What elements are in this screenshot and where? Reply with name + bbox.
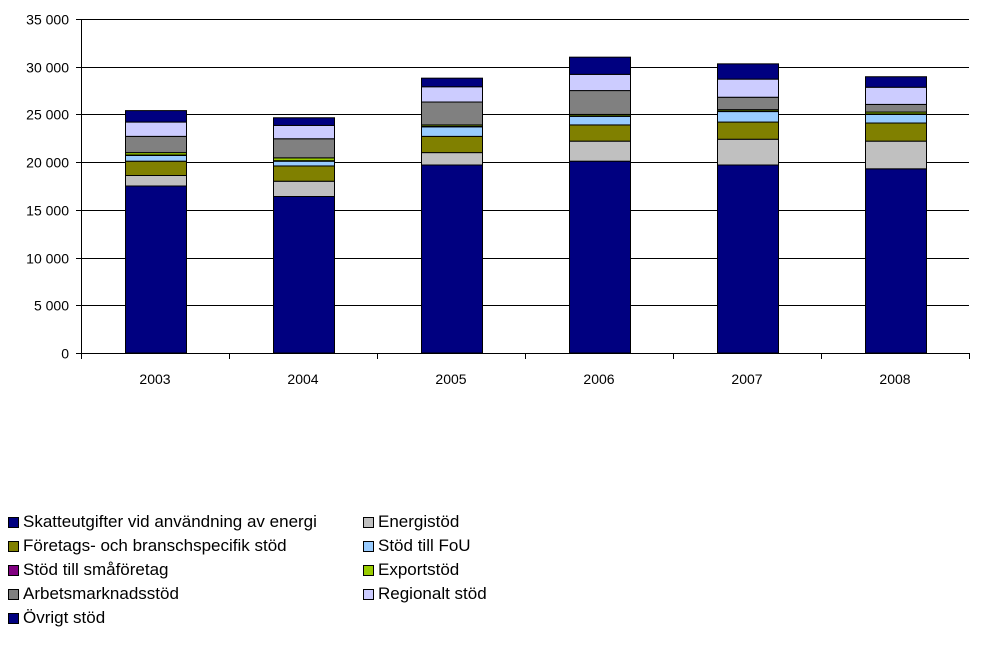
- bar-segment: [569, 56, 631, 75]
- bar-segment: [865, 122, 927, 142]
- bar-segment: [717, 138, 779, 166]
- y-tick-label: 15 000: [26, 203, 69, 219]
- bar-segment: [717, 164, 779, 354]
- bar-segment: [421, 77, 483, 88]
- bar-segment: [273, 138, 335, 159]
- legend-item: Stöd till FoU: [363, 536, 563, 556]
- legend-label: Stöd till FoU: [378, 536, 471, 555]
- legend-swatch: [8, 588, 19, 600]
- x-tick-label: 2007: [731, 371, 762, 387]
- legend-item: Stöd till småföretag: [8, 560, 363, 580]
- legend-swatch: [363, 540, 374, 552]
- y-tick-label: 35 000: [26, 12, 69, 28]
- bar-segment: [865, 168, 927, 354]
- bar-segment: [125, 110, 187, 123]
- legend-label: Övrigt stöd: [23, 608, 106, 627]
- legend-swatch: [363, 564, 374, 576]
- bar-segment: [865, 113, 927, 124]
- legend-label: Företags- och branschspecifik stöd: [23, 536, 287, 555]
- bar-segment: [569, 90, 631, 115]
- x-tick-label: 2006: [583, 371, 614, 387]
- legend-label: Stöd till småföretag: [23, 560, 169, 579]
- legend-label: Energistöd: [378, 512, 460, 531]
- bar-segment: [717, 121, 779, 140]
- legend-swatch: [8, 540, 19, 552]
- legend-swatch: [8, 516, 19, 528]
- bar-segment: [717, 96, 779, 111]
- bar-segment: [865, 103, 927, 113]
- bar-segment: [569, 115, 631, 126]
- legend-item: Exportstöd: [363, 560, 563, 580]
- axes: [76, 19, 970, 359]
- bar-segment: [421, 86, 483, 103]
- bar-segment: [569, 160, 631, 354]
- bar-segment: [865, 86, 927, 105]
- bar-segment: [273, 195, 335, 354]
- legend-swatch: [363, 516, 374, 528]
- y-tick-label: 25 000: [26, 107, 69, 123]
- legend: Skatteutgifter vid användning av energi E…: [8, 512, 563, 628]
- bar-segment: [569, 124, 631, 142]
- bar-segment: [569, 73, 631, 92]
- bar-segment: [421, 152, 483, 166]
- y-tick-label: 30 000: [26, 60, 69, 76]
- x-tick-labels: 2003 2004 2005 2006 2007 2008: [139, 371, 910, 387]
- bar-segment: [421, 135, 483, 154]
- bar-segment: [421, 101, 483, 126]
- stacked-bar-chart: 0 5 000 10 000 15 000 20 000 25 000 30 000 35 0…: [26, 12, 970, 387]
- bar-segment: [865, 76, 927, 88]
- bar-segment: [717, 63, 779, 80]
- legend-item: Företags- och branschspecifik stöd: [8, 536, 363, 556]
- legend-item: Arbetsmarknadsstöd: [8, 584, 363, 604]
- bar-segment: [273, 180, 335, 197]
- bar-segment: [421, 164, 483, 354]
- bar-segment: [125, 154, 187, 162]
- bar-segment: [273, 124, 335, 140]
- y-tick-label: 10 000: [26, 251, 69, 267]
- legend-label: Regionalt stöd: [378, 584, 487, 603]
- bar-segment: [421, 126, 483, 137]
- bar-segment: [273, 165, 335, 182]
- bars: [125, 56, 927, 354]
- legend-item: Skatteutgifter vid användning av energi: [8, 512, 363, 532]
- bar-segment: [865, 140, 927, 170]
- bar-segment: [125, 175, 187, 187]
- gridlines: [81, 19, 969, 306]
- legend-label: Arbetsmarknadsstöd: [23, 584, 179, 603]
- legend-label: Skatteutgifter vid användning av energi: [23, 512, 317, 531]
- legend-item: Energistöd: [363, 512, 563, 532]
- bar-segment: [717, 111, 779, 123]
- bar-segment: [125, 160, 187, 177]
- legend-label: Exportstöd: [378, 560, 460, 579]
- legend-swatch: [363, 588, 374, 600]
- bar-segment: [273, 117, 335, 126]
- bar-segment: [125, 121, 187, 137]
- bar-segment: [569, 140, 631, 162]
- legend-item: Regionalt stöd: [363, 584, 563, 604]
- bar-segment: [273, 160, 335, 167]
- legend-swatch: [8, 612, 19, 624]
- bar-segment: [717, 78, 779, 98]
- bar-segment: [125, 185, 187, 354]
- legend-grid: Skatteutgifter vid användning av energi E…: [8, 512, 563, 628]
- legend-swatch: [8, 564, 19, 576]
- y-tick-label: 0: [61, 346, 69, 362]
- bar-segment: [125, 135, 187, 154]
- x-tick-label: 2003: [139, 371, 170, 387]
- x-tick-label: 2008: [879, 371, 910, 387]
- x-tick-label: 2004: [287, 371, 318, 387]
- y-tick-labels: 0 5 000 10 000 15 000 20 000 25 000 30 000 35 0…: [26, 12, 69, 362]
- x-tick-label: 2005: [435, 371, 466, 387]
- y-tick-label: 20 000: [26, 155, 69, 171]
- y-tick-label: 5 000: [34, 298, 69, 314]
- legend-item: Övrigt stöd: [8, 608, 363, 628]
